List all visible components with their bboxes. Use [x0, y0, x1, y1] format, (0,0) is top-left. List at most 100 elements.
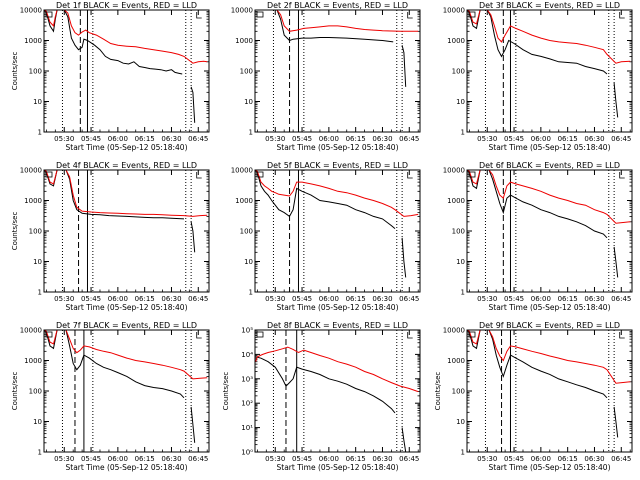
x-axis-label: Start Time (05-Sep-12 05:18:40) [277, 143, 399, 152]
y-tick-label: 1 [249, 129, 253, 137]
y-tick-label: 1 [461, 129, 465, 137]
x-tick-label: 05:30 [54, 455, 74, 463]
events-series-tail [401, 427, 407, 452]
x-tick-label: 06:15 [135, 295, 155, 303]
x-tick-label: 05:30 [265, 135, 285, 143]
lld-series-line [255, 170, 419, 217]
events-series-line [467, 170, 608, 239]
x-tick-label: 05:45 [292, 295, 312, 303]
x-tick-label: 05:45 [292, 455, 312, 463]
corner-box-left [468, 11, 476, 18]
y-tick-label: 10000 [231, 167, 253, 175]
lld-series-line [467, 10, 631, 64]
corner-box-right [619, 332, 625, 339]
x-axis-label: Start Time (05-Sep-12 05:18:40) [489, 143, 611, 152]
y-tick-label: 10 [456, 418, 465, 426]
x-tick-label: 06:45 [188, 135, 208, 143]
plot-frame [466, 329, 633, 453]
y-tick-label: 1000 [235, 197, 253, 205]
y-tick-label: 10000 [443, 327, 465, 335]
events-series-line [467, 10, 608, 75]
x-tick-label: 06:15 [346, 455, 366, 463]
x-tick-label: 06:45 [399, 295, 419, 303]
y-tick-label: 10 [33, 258, 42, 266]
y-tick-label: 10 [33, 418, 42, 426]
events-series-line [44, 10, 183, 75]
y-tick-label: 10 [456, 258, 465, 266]
x-tick-label: 06:15 [135, 455, 155, 463]
x-tick-label: 06:00 [531, 295, 551, 303]
x-tick-label: 05:45 [292, 135, 312, 143]
y-tick-label: 1000 [235, 37, 253, 45]
corner-box-right [619, 172, 625, 179]
x-tick-label: 06:15 [346, 295, 366, 303]
y-tick-label: 100 [240, 228, 253, 236]
x-tick-label: 06:30 [372, 455, 392, 463]
x-tick-label: 06:45 [611, 455, 631, 463]
y-axis-label: Counts/sec [434, 372, 442, 411]
y-tick-label: 1000 [447, 357, 465, 365]
y-tick-label: 10² [241, 400, 253, 408]
y-tick-label: 10000 [20, 7, 42, 15]
x-tick-label: 06:30 [161, 295, 181, 303]
y-tick-label: 10⁵ [241, 327, 253, 335]
lld-series-line [44, 330, 208, 380]
x-tick-label: 06:00 [108, 135, 128, 143]
panel-8: Det 8f BLACK = Events, RED = LLD 10⁰ 10¹ 10… [222, 321, 421, 472]
events-series-line [44, 330, 185, 399]
corner-box-left [45, 171, 53, 178]
panel-6: Det 6f BLACK = Events, RED = LLD 1 10 100 10… [443, 161, 633, 312]
y-tick-label: 100 [452, 228, 465, 236]
y-tick-label: 1 [38, 289, 42, 297]
x-tick-label: 05:30 [265, 295, 285, 303]
x-tick-label: 06:00 [108, 455, 128, 463]
y-tick-label: 1 [38, 449, 42, 457]
y-tick-label: 10 [244, 98, 253, 106]
panel-title: Det 3f BLACK = Events, RED = LLD [479, 1, 620, 10]
x-tick-label: 05:30 [265, 455, 285, 463]
x-tick-label: 06:15 [346, 135, 366, 143]
x-axis-label: Start Time (05-Sep-12 05:18:40) [489, 303, 611, 312]
x-tick-label: 06:00 [319, 295, 339, 303]
y-tick-label: 1 [249, 289, 253, 297]
x-tick-label: 06:45 [188, 295, 208, 303]
y-tick-label: 10 [456, 98, 465, 106]
events-series-line [255, 170, 396, 229]
y-tick-label: 10⁴ [241, 351, 253, 359]
y-tick-label: 10⁰ [241, 449, 253, 457]
x-tick-label: 06:15 [558, 135, 578, 143]
x-axis-label: Start Time (05-Sep-12 05:18:40) [66, 303, 188, 312]
y-tick-label: 10000 [20, 167, 42, 175]
corner-box-left [256, 331, 264, 338]
y-tick-label: 100 [452, 388, 465, 396]
corner-box-left [468, 331, 476, 338]
panel-title: Det 5f BLACK = Events, RED = LLD [267, 161, 408, 170]
panel-3: Det 3f BLACK = Events, RED = LLD 1 10 100 10… [443, 1, 633, 152]
x-tick-label: 06:30 [161, 135, 181, 143]
events-series-line [255, 356, 396, 414]
x-tick-label: 06:45 [188, 455, 208, 463]
x-tick-label: 05:30 [477, 455, 497, 463]
plot-frame [43, 329, 210, 453]
panel-title: Det 8f BLACK = Events, RED = LLD [267, 321, 408, 330]
corner-box-right [196, 172, 202, 179]
x-axis-label: Start Time (05-Sep-12 05:18:40) [489, 463, 611, 472]
corner-box-left [256, 171, 264, 178]
x-tick-label: 05:45 [504, 295, 524, 303]
y-tick-label: 100 [29, 68, 42, 76]
corner-box-left [45, 11, 53, 18]
x-tick-label: 06:30 [584, 295, 604, 303]
corner-box-right [407, 12, 413, 19]
plot-frame [254, 169, 421, 293]
panel-title: Det 1f BLACK = Events, RED = LLD [56, 1, 197, 10]
corner-box-right [619, 12, 625, 19]
events-series-line [255, 10, 394, 43]
plot-frame [43, 169, 210, 293]
x-axis-label: Start Time (05-Sep-12 05:18:40) [277, 303, 399, 312]
panel-title: Det 6f BLACK = Events, RED = LLD [479, 161, 620, 170]
lld-series-line [44, 10, 208, 64]
corner-box-right [196, 332, 202, 339]
y-tick-label: 1000 [447, 37, 465, 45]
x-tick-label: 06:45 [611, 135, 631, 143]
